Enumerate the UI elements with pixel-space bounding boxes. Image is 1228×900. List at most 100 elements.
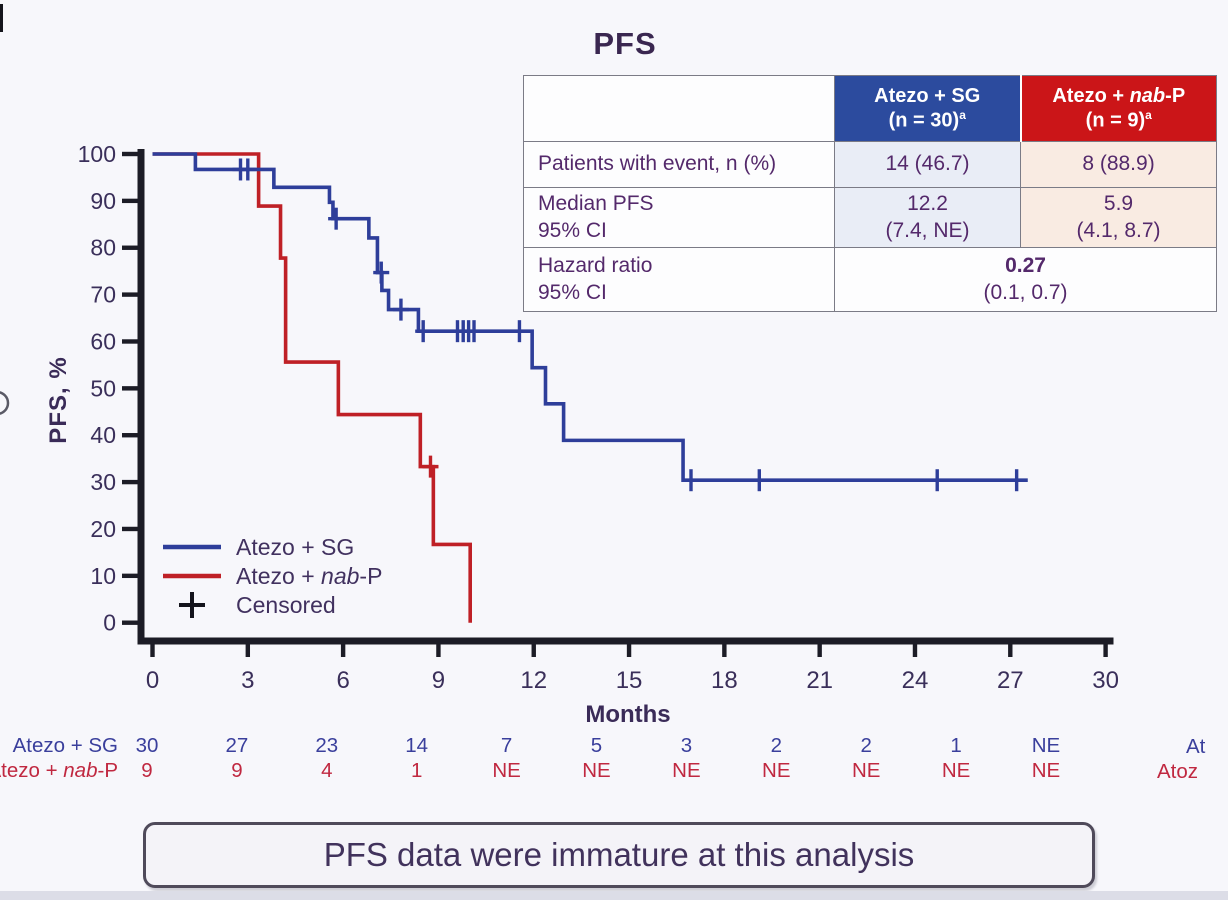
y-tick bbox=[122, 292, 138, 297]
at-risk-value: 1 bbox=[410, 759, 423, 782]
at-risk-value: 4 bbox=[321, 759, 333, 782]
y-tick-label: 90 bbox=[90, 188, 116, 214]
median-value-nabp: 5.9 (4.1, 8.7) bbox=[1020, 187, 1217, 248]
y-tick bbox=[122, 620, 138, 625]
hazard-label-line1: Hazard ratio bbox=[538, 254, 653, 278]
y-tick bbox=[122, 386, 138, 391]
legend-nabp-suffix: -P bbox=[359, 563, 383, 589]
at-risk-label-atezo-nabp: Atezo + nab-P bbox=[0, 759, 118, 783]
at-risk-nabp-suffix: -P bbox=[97, 759, 119, 782]
x-tick bbox=[531, 644, 536, 657]
at-risk-value: NE bbox=[851, 759, 881, 782]
at-risk-value: 9 bbox=[141, 759, 153, 782]
median-row-label: Median PFS 95% CI bbox=[523, 187, 835, 248]
y-tick bbox=[122, 433, 138, 438]
x-tick bbox=[817, 644, 822, 657]
at-risk-label-atezo-sg: Atezo + SG bbox=[13, 734, 118, 758]
summary-table: Atezo + SG (n = 30)a Atezo + nab-P (n = … bbox=[523, 75, 1217, 312]
conclusion-banner-text: PFS data were immature at this analysis bbox=[323, 836, 915, 873]
summary-row-median: Median PFS 95% CI 12.2 (7.4, NE) 5.9 (4.… bbox=[523, 187, 1217, 248]
header-blue-line1: Atezo + SG bbox=[874, 85, 981, 108]
x-tick bbox=[1103, 644, 1108, 657]
at-risk-value: 23 bbox=[315, 734, 339, 757]
median-sg-line1: 12.2 bbox=[907, 192, 948, 216]
at-risk-nabp-prefix: Atezo + bbox=[0, 759, 58, 782]
summary-row-hazard: Hazard ratio 95% CI 0.27 (0.1, 0.7) bbox=[523, 247, 1217, 312]
x-tick-label: 15 bbox=[616, 667, 643, 694]
hazard-row-label: Hazard ratio 95% CI bbox=[523, 247, 835, 312]
summary-row-events: Patients with event, n (%) 14 (46.7) 8 (… bbox=[523, 141, 1217, 188]
summary-header-atezo-sg: Atezo + SG (n = 30)a bbox=[834, 75, 1021, 142]
header-red-prefix: Atezo + bbox=[1052, 85, 1130, 108]
x-tick-label: 30 bbox=[1092, 667, 1119, 694]
events-value-nabp: 8 (88.9) bbox=[1020, 141, 1217, 188]
at-risk-value: NE bbox=[492, 759, 521, 782]
y-tick-label: 0 bbox=[103, 610, 116, 636]
km-curve-atezo---nab-p bbox=[152, 152, 473, 623]
y-tick-label: 20 bbox=[90, 516, 116, 542]
hazard-value-line2: (0.1, 0.7) bbox=[983, 280, 1068, 304]
y-tick bbox=[122, 245, 138, 250]
x-tick-label: 18 bbox=[711, 667, 738, 694]
y-tick bbox=[122, 198, 138, 204]
x-tick-label: 27 bbox=[997, 667, 1024, 694]
at-risk-value: 27 bbox=[225, 734, 249, 757]
x-axis-spine bbox=[137, 637, 1114, 645]
at-risk-value: NE bbox=[672, 759, 701, 782]
x-tick-label: 3 bbox=[241, 667, 254, 694]
at-risk-value: 2 bbox=[770, 734, 782, 757]
at-risk-value: NE bbox=[1031, 734, 1061, 757]
header-red-suffix: -P bbox=[1165, 85, 1186, 108]
at-risk-value: 30 bbox=[135, 734, 159, 757]
at-risk-value: 1 bbox=[950, 734, 962, 757]
x-tick bbox=[436, 644, 441, 657]
legend-nabp-italic: nab bbox=[321, 563, 360, 589]
at-risk-nabp-italic: nab bbox=[63, 759, 98, 782]
median-value-sg: 12.2 (7.4, NE) bbox=[834, 187, 1021, 248]
at-risk-right-edge-fragment-1: At bbox=[1186, 735, 1206, 758]
at-risk-value: NE bbox=[1031, 759, 1061, 782]
at-risk-value: NE bbox=[762, 759, 791, 782]
summary-header-empty-cell bbox=[523, 75, 835, 142]
x-tick bbox=[722, 644, 727, 657]
median-nabp-line1: 5.9 bbox=[1103, 192, 1134, 216]
y-tick-label: 10 bbox=[90, 563, 116, 589]
header-blue-line2: (n = 30) bbox=[888, 109, 960, 132]
conclusion-banner: PFS data were immature at this analysis bbox=[143, 822, 1095, 888]
header-red-italic: nab bbox=[1129, 85, 1166, 108]
hazard-merged-value: 0.27 (0.1, 0.7) bbox=[834, 247, 1217, 312]
x-tick bbox=[245, 644, 251, 657]
at-risk-value: 14 bbox=[405, 734, 429, 757]
x-tick-label: 21 bbox=[806, 667, 833, 694]
bottom-edge-strip bbox=[0, 891, 1228, 900]
legend-label-censored: Censored bbox=[236, 592, 336, 618]
edge-artifact-line bbox=[0, 4, 3, 32]
x-tick bbox=[150, 644, 155, 657]
y-tick-label: 80 bbox=[90, 235, 116, 261]
y-tick-label: 60 bbox=[90, 328, 116, 354]
median-label-line1: Median PFS bbox=[538, 192, 654, 216]
header-red-superscript: a bbox=[1145, 108, 1152, 123]
at-risk-value: NE bbox=[582, 759, 611, 782]
x-tick bbox=[340, 644, 346, 657]
y-tick bbox=[122, 526, 138, 532]
at-risk-value: 2 bbox=[860, 734, 872, 757]
summary-table-header-row: Atezo + SG (n = 30)a Atezo + nab-P (n = … bbox=[523, 75, 1217, 142]
median-label-line2: 95% CI bbox=[538, 218, 607, 242]
y-tick-label: 100 bbox=[78, 141, 116, 167]
x-tick bbox=[1008, 644, 1013, 657]
x-tick-label: 24 bbox=[902, 667, 929, 694]
y-tick-label: 70 bbox=[90, 282, 116, 308]
chart-title: PFS bbox=[593, 26, 657, 61]
at-risk-value: 7 bbox=[500, 734, 513, 757]
hazard-value-line1: 0.27 bbox=[1005, 254, 1046, 278]
y-tick-label: 40 bbox=[90, 422, 116, 448]
y-tick bbox=[122, 573, 138, 579]
legend-label-atezo-sg: Atezo + SG bbox=[236, 534, 355, 560]
at-risk-value: 9 bbox=[231, 759, 243, 782]
hazard-label-line2: 95% CI bbox=[538, 280, 607, 304]
y-tick-label: 50 bbox=[90, 375, 116, 401]
at-risk-value: 5 bbox=[590, 734, 603, 757]
x-tick-label: 6 bbox=[336, 667, 349, 694]
